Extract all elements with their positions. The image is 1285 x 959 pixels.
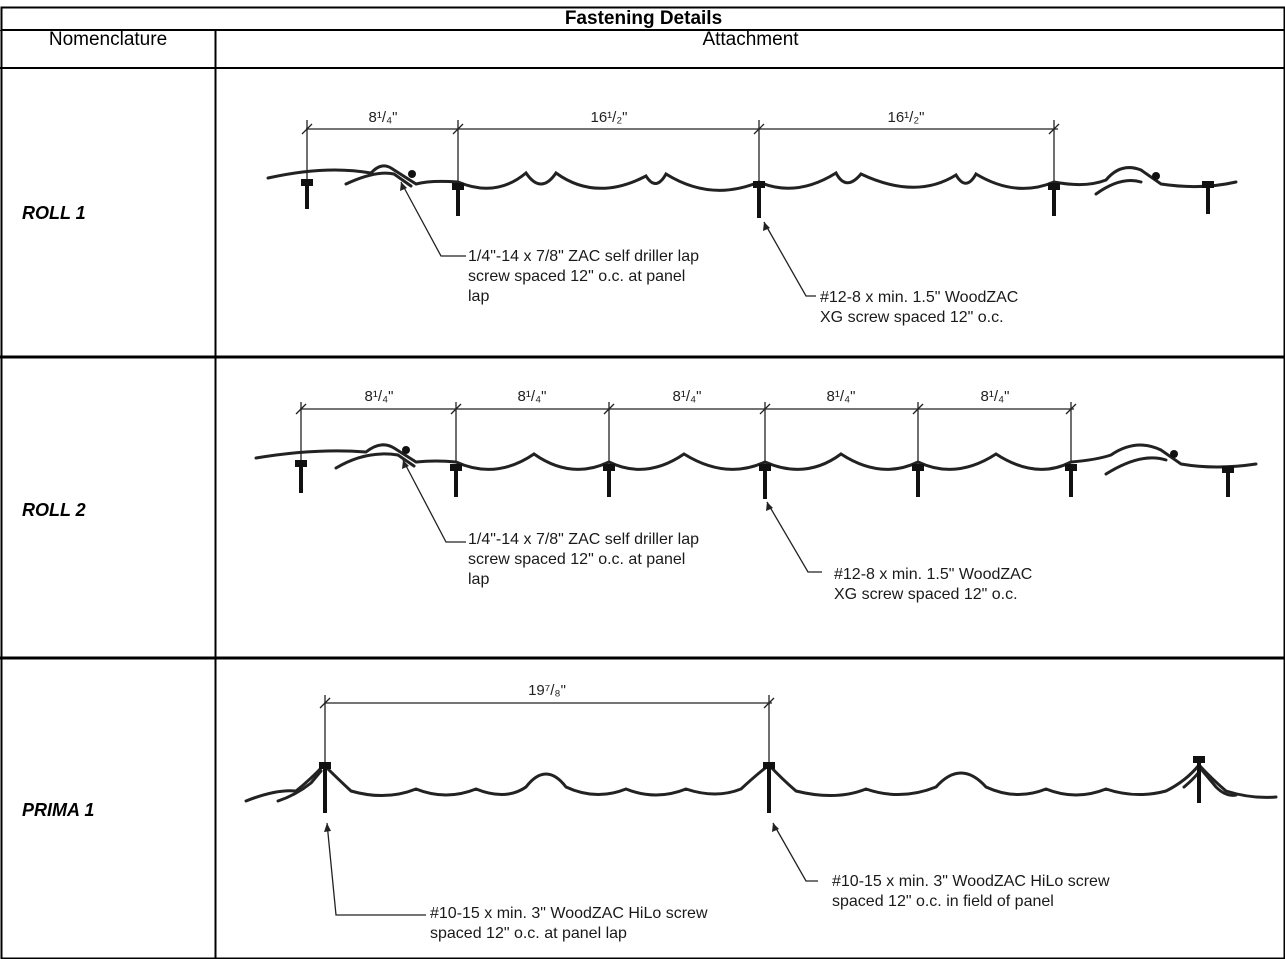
roll-1-dim-2: 16¹/₂" (591, 109, 628, 126)
roll-2-dim-4: 8¹/₄" (827, 388, 856, 405)
row-label-prima-1: PRIMA 1 (22, 800, 95, 820)
prima-1-fastening-diagram: 19⁷/₈" (244, 682, 1278, 916)
roll-1-field-screw-callout: #12-8 x min. 1.5" WoodZAC XG screw space… (820, 289, 1019, 326)
row-label-roll-2: ROLL 2 (22, 500, 86, 520)
roll-2-dim-1: 8¹/₄" (365, 388, 394, 405)
prima-1-dim-1: 19⁷/₈" (528, 682, 566, 699)
roll-2-dim-2: 8¹/₄" (518, 388, 547, 405)
roll-1-dim-1: 8¹/₄" (369, 109, 398, 126)
roll-2-dim-3: 8¹/₄" (673, 388, 702, 405)
row-label-roll-1: ROLL 1 (22, 203, 86, 223)
roll-2-fastening-diagram: 8¹/₄" 8¹/₄" 8¹/₄" 8¹/₄" 8¹/₄" (254, 388, 1258, 573)
roll-1-lap-screw-callout: 1/4"-14 x 7/8" ZAC self driller lap scre… (468, 248, 700, 305)
prima-1-field-screw-callout: #10-15 x min. 3" WoodZAC HiLo screw spac… (832, 873, 1110, 910)
roll-2-field-screw-callout: #12-8 x min. 1.5" WoodZAC XG screw space… (834, 566, 1033, 603)
header-nomenclature: Nomenclature (48, 29, 168, 50)
roll-2-dim-5: 8¹/₄" (981, 388, 1010, 405)
roll-1-dim-3: 16¹/₂" (888, 109, 925, 126)
table-title: Fastening Details (2, 8, 1285, 30)
roll-1-fastening-diagram: 8¹/₄" 16¹/₂" 16¹/₂" (266, 109, 1238, 297)
roll-2-lap-screw-callout: 1/4"-14 x 7/8" ZAC self driller lap scre… (468, 531, 700, 588)
header-attachment: Attachment (702, 29, 799, 50)
prima-1-lap-screw-callout: #10-15 x min. 3" WoodZAC HiLo screw spac… (430, 905, 708, 942)
